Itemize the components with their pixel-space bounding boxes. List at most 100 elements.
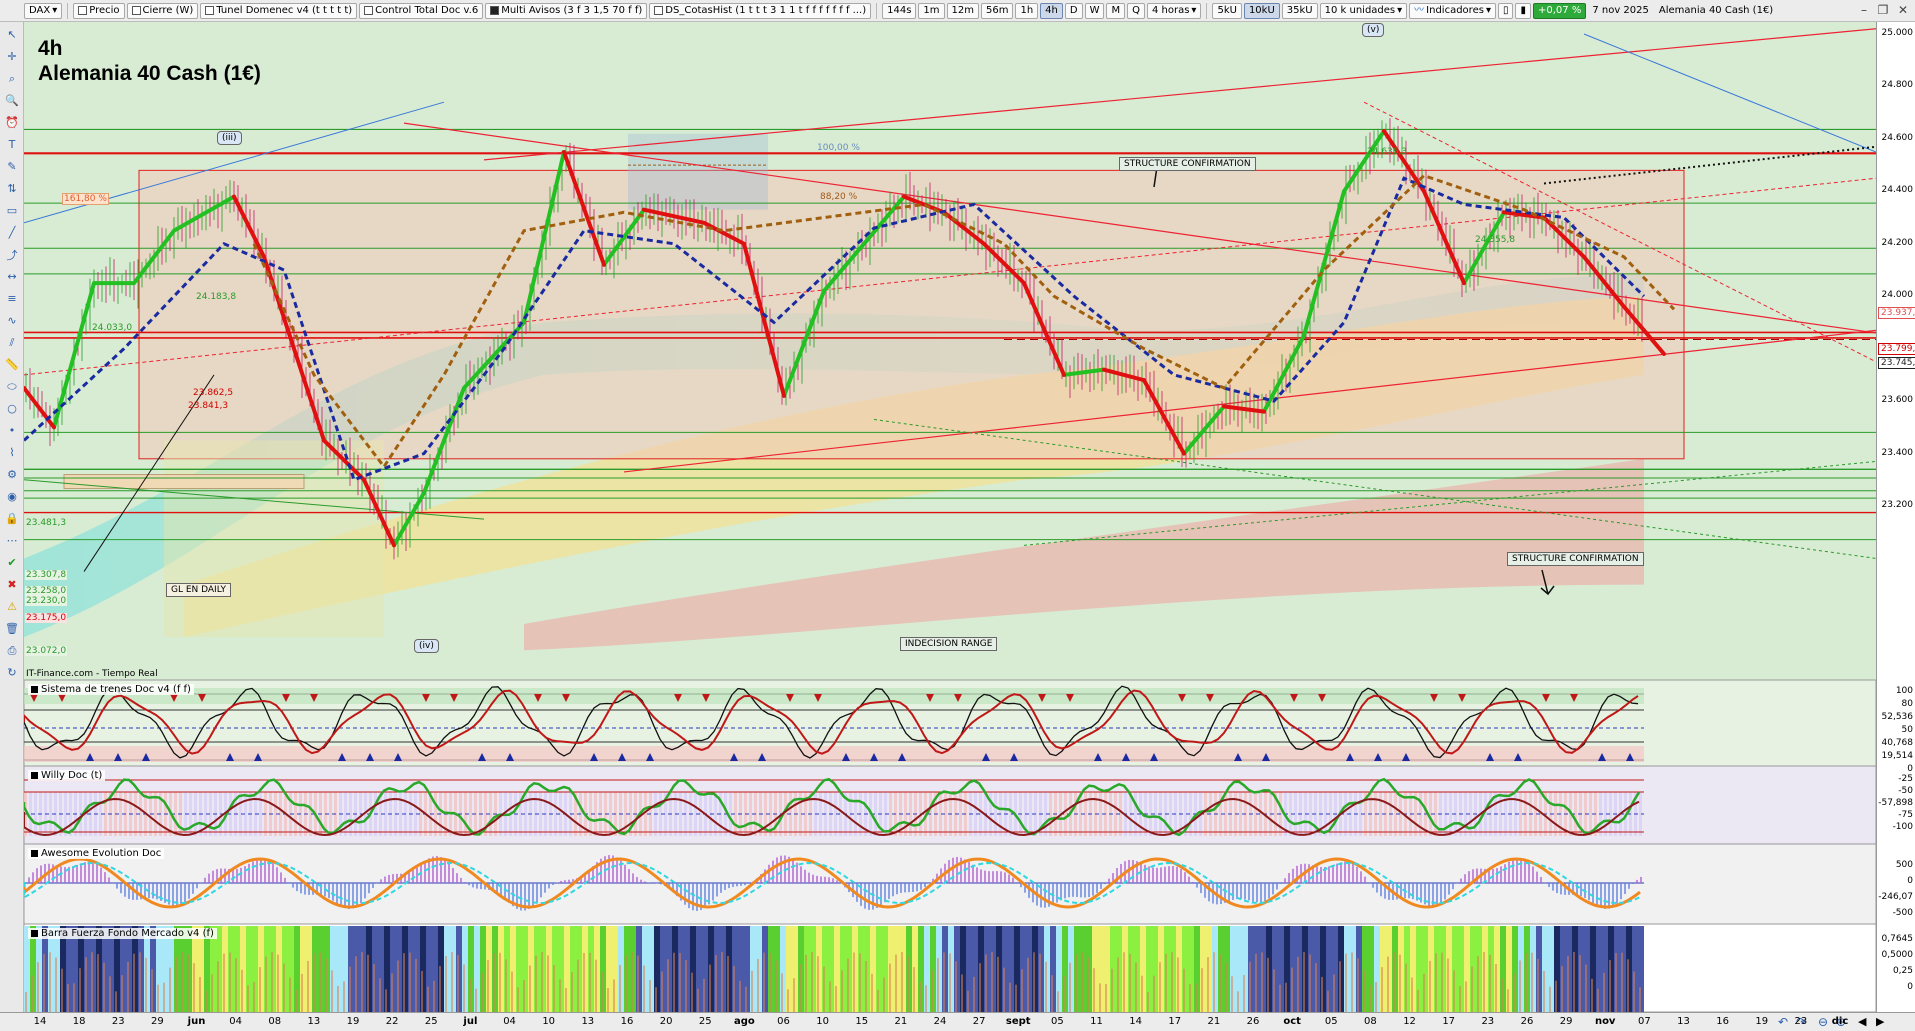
scroll-right-icon[interactable]: ▶ [1876, 1015, 1885, 1028]
willy-background-bar [294, 792, 297, 836]
rect-icon[interactable]: ▭ [6, 204, 18, 217]
fuerza-column [72, 926, 78, 1012]
zoom-icon[interactable]: ⌕ [8, 71, 16, 85]
panel-title-fuerza[interactable]: Barra Fuerza Fondo Mercado v4 (f) [28, 928, 217, 939]
study-toggle-2[interactable]: Tunel Domenec v4 (t t t t t) [200, 2, 358, 19]
price-axis[interactable]: 25.00024.80024.60024.40024.20024.00023.8… [1876, 22, 1915, 1012]
signal-icon[interactable]: ⌇ [9, 446, 15, 459]
wave-icon[interactable]: ∿ [7, 314, 17, 327]
rotate-right-icon[interactable]: ↷ [1796, 1015, 1807, 1029]
wave-label-iii[interactable]: (iii) [217, 131, 242, 145]
checkbox-icon[interactable] [654, 6, 664, 15]
checkbox-icon[interactable] [364, 6, 374, 15]
check-icon[interactable]: ✔ [7, 556, 17, 569]
willy-background-bar [699, 792, 702, 836]
units-dropdown[interactable]: 10 k unidades ▾ [1319, 2, 1408, 19]
fuerza-bar [679, 953, 681, 1012]
ellipse-icon[interactable]: ⬭ [7, 379, 17, 393]
study-toggle-3[interactable]: Control Total Doc v.6 [359, 2, 484, 19]
study-toggle-0[interactable]: Precio [73, 2, 125, 19]
wave-label-iv[interactable]: (iv) [414, 639, 439, 653]
volume-mode-button-10kU[interactable]: 10kU [1243, 2, 1280, 19]
timeframe-button-1h[interactable]: 1h [1015, 2, 1039, 19]
timeframe-button-1m[interactable]: 1m [918, 2, 945, 19]
warning-icon[interactable]: ⚠ [7, 600, 17, 613]
timeframe-button-56m[interactable]: 56m [980, 2, 1014, 19]
symbol-selector[interactable]: DAX ▾ [24, 2, 63, 19]
zoom-in-icon[interactable]: ⊕ [1836, 1015, 1847, 1029]
wave-label-v[interactable]: (v) [1362, 23, 1385, 37]
trend-icon[interactable]: ⤴ [6, 248, 18, 262]
gl-daily-label[interactable]: GL EN DAILY [166, 583, 232, 597]
volume-mode-button-5kU[interactable]: 5kU [1212, 2, 1242, 19]
awesome-bar [456, 873, 458, 883]
print-icon[interactable]: ⎙ [7, 643, 17, 657]
volume-toggle-button[interactable]: ▮ [1515, 2, 1531, 19]
timeframe-button-Q[interactable]: Q [1127, 2, 1145, 19]
dots-icon[interactable]: ⋯ [6, 534, 18, 547]
cross-icon[interactable]: ✖ [7, 578, 17, 591]
restore-icon[interactable]: ❐ [1877, 3, 1889, 17]
timeframe-button-M[interactable]: M [1106, 2, 1126, 19]
rotate-left-icon[interactable]: ↶ [1778, 1015, 1789, 1029]
structure-confirmation-top-label[interactable]: STRUCTURE CONFIRMATION [1119, 157, 1256, 171]
period-dropdown[interactable]: 4 horas ▾ [1146, 2, 1202, 19]
close-icon[interactable]: ✕ [1897, 3, 1909, 17]
chart-area[interactable]: 4h Alemania 40 Cash (1€) IT-Finance.com … [24, 22, 1876, 1012]
fuerza-bar [997, 956, 999, 1012]
fuerza-column [1548, 926, 1554, 1012]
channel-icon[interactable]: ⫽ [9, 335, 15, 349]
measure-icon[interactable]: ↔ [7, 270, 17, 283]
panel-title-willy[interactable]: Willy Doc (t) [28, 770, 106, 781]
date-axis[interactable]: ↶ ↷ ⊖ ⊕ ◀ ▶ 14 18 23 29 jun 04 08 13 19 22 25 jul 04… [0, 1012, 1915, 1031]
panel-axis-label: 40,768 [1881, 738, 1914, 748]
refresh-icon[interactable]: ↻ [7, 666, 17, 679]
timeframe-button-12m[interactable]: 12m [946, 2, 979, 19]
volume-mode-button-35kU[interactable]: 35kU [1281, 2, 1318, 19]
settings-icon[interactable]: ⚙ [7, 468, 17, 481]
ruler-icon[interactable]: 📏 [5, 358, 19, 371]
study-toggle-5[interactable]: DS_CotasHist (1 t t t 3 1 1 t f f f f f … [649, 2, 872, 19]
timeframe-button-W[interactable]: W [1084, 2, 1105, 19]
study-toggle-4[interactable]: Multi Avisos (3 f 3 1,5 70 f f) [485, 2, 648, 19]
timeframe-button-D[interactable]: D [1064, 2, 1083, 19]
panel-title-trains[interactable]: Sistema de trenes Doc v4 (f f) [28, 684, 194, 695]
panel-color-icon [31, 686, 38, 693]
willy-background-bar [1224, 792, 1227, 836]
zoom-out-icon[interactable]: ⊖ [1818, 1015, 1829, 1029]
arrows-icon[interactable]: ⇅ [7, 182, 17, 195]
study-toggle-1[interactable]: Cierre (W) [126, 2, 199, 19]
panel-title-awesome[interactable]: Awesome Evolution Doc [28, 848, 165, 859]
eye-icon[interactable]: ◉ [7, 490, 17, 503]
pencil-icon[interactable]: ✎ [7, 160, 17, 173]
minimize-icon[interactable]: – [1861, 3, 1867, 17]
structure-confirmation-bottom-label[interactable]: STRUCTURE CONFIRMATION [1507, 552, 1644, 566]
indecision-range-label[interactable]: INDECISION RANGE [900, 637, 998, 651]
fibo-icon[interactable]: ≡ [7, 292, 17, 305]
timeframe-button-144s[interactable]: 144s [882, 2, 917, 19]
text-icon[interactable]: T [8, 138, 16, 151]
trash-icon[interactable]: 🗑 [5, 622, 19, 635]
crosshair-icon[interactable]: ✛ [7, 50, 17, 63]
willy-background-bar [69, 792, 72, 836]
checkbox-icon[interactable] [131, 6, 141, 15]
indicators-button[interactable]: 〰 Indicadores ▾ [1409, 2, 1496, 19]
dot-icon[interactable]: • [8, 424, 16, 437]
willy-background-bar [1604, 792, 1607, 836]
awesome-bar [1436, 883, 1438, 906]
awesome-bar [628, 869, 630, 883]
timeframe-button-4h[interactable]: 4h [1040, 2, 1063, 19]
scroll-left-icon[interactable]: ◀ [1858, 1015, 1867, 1028]
magnifier-icon[interactable]: 🔍 [5, 94, 19, 107]
fuerza-bar [583, 952, 585, 1012]
alarm-icon[interactable]: ⏰ [5, 116, 19, 129]
checkbox-icon[interactable] [205, 6, 215, 15]
checkbox-icon[interactable] [78, 6, 88, 15]
chart-canvas[interactable] [24, 22, 1876, 1012]
grid-toggle-button[interactable]: ▯ [1497, 2, 1514, 19]
lock-icon[interactable]: 🔒 [5, 512, 19, 525]
line-icon[interactable]: ╱ [8, 226, 16, 239]
cursor-icon[interactable]: ↖ [7, 28, 17, 41]
checkbox-icon[interactable] [490, 6, 500, 15]
circle-icon[interactable]: ○ [7, 402, 17, 415]
